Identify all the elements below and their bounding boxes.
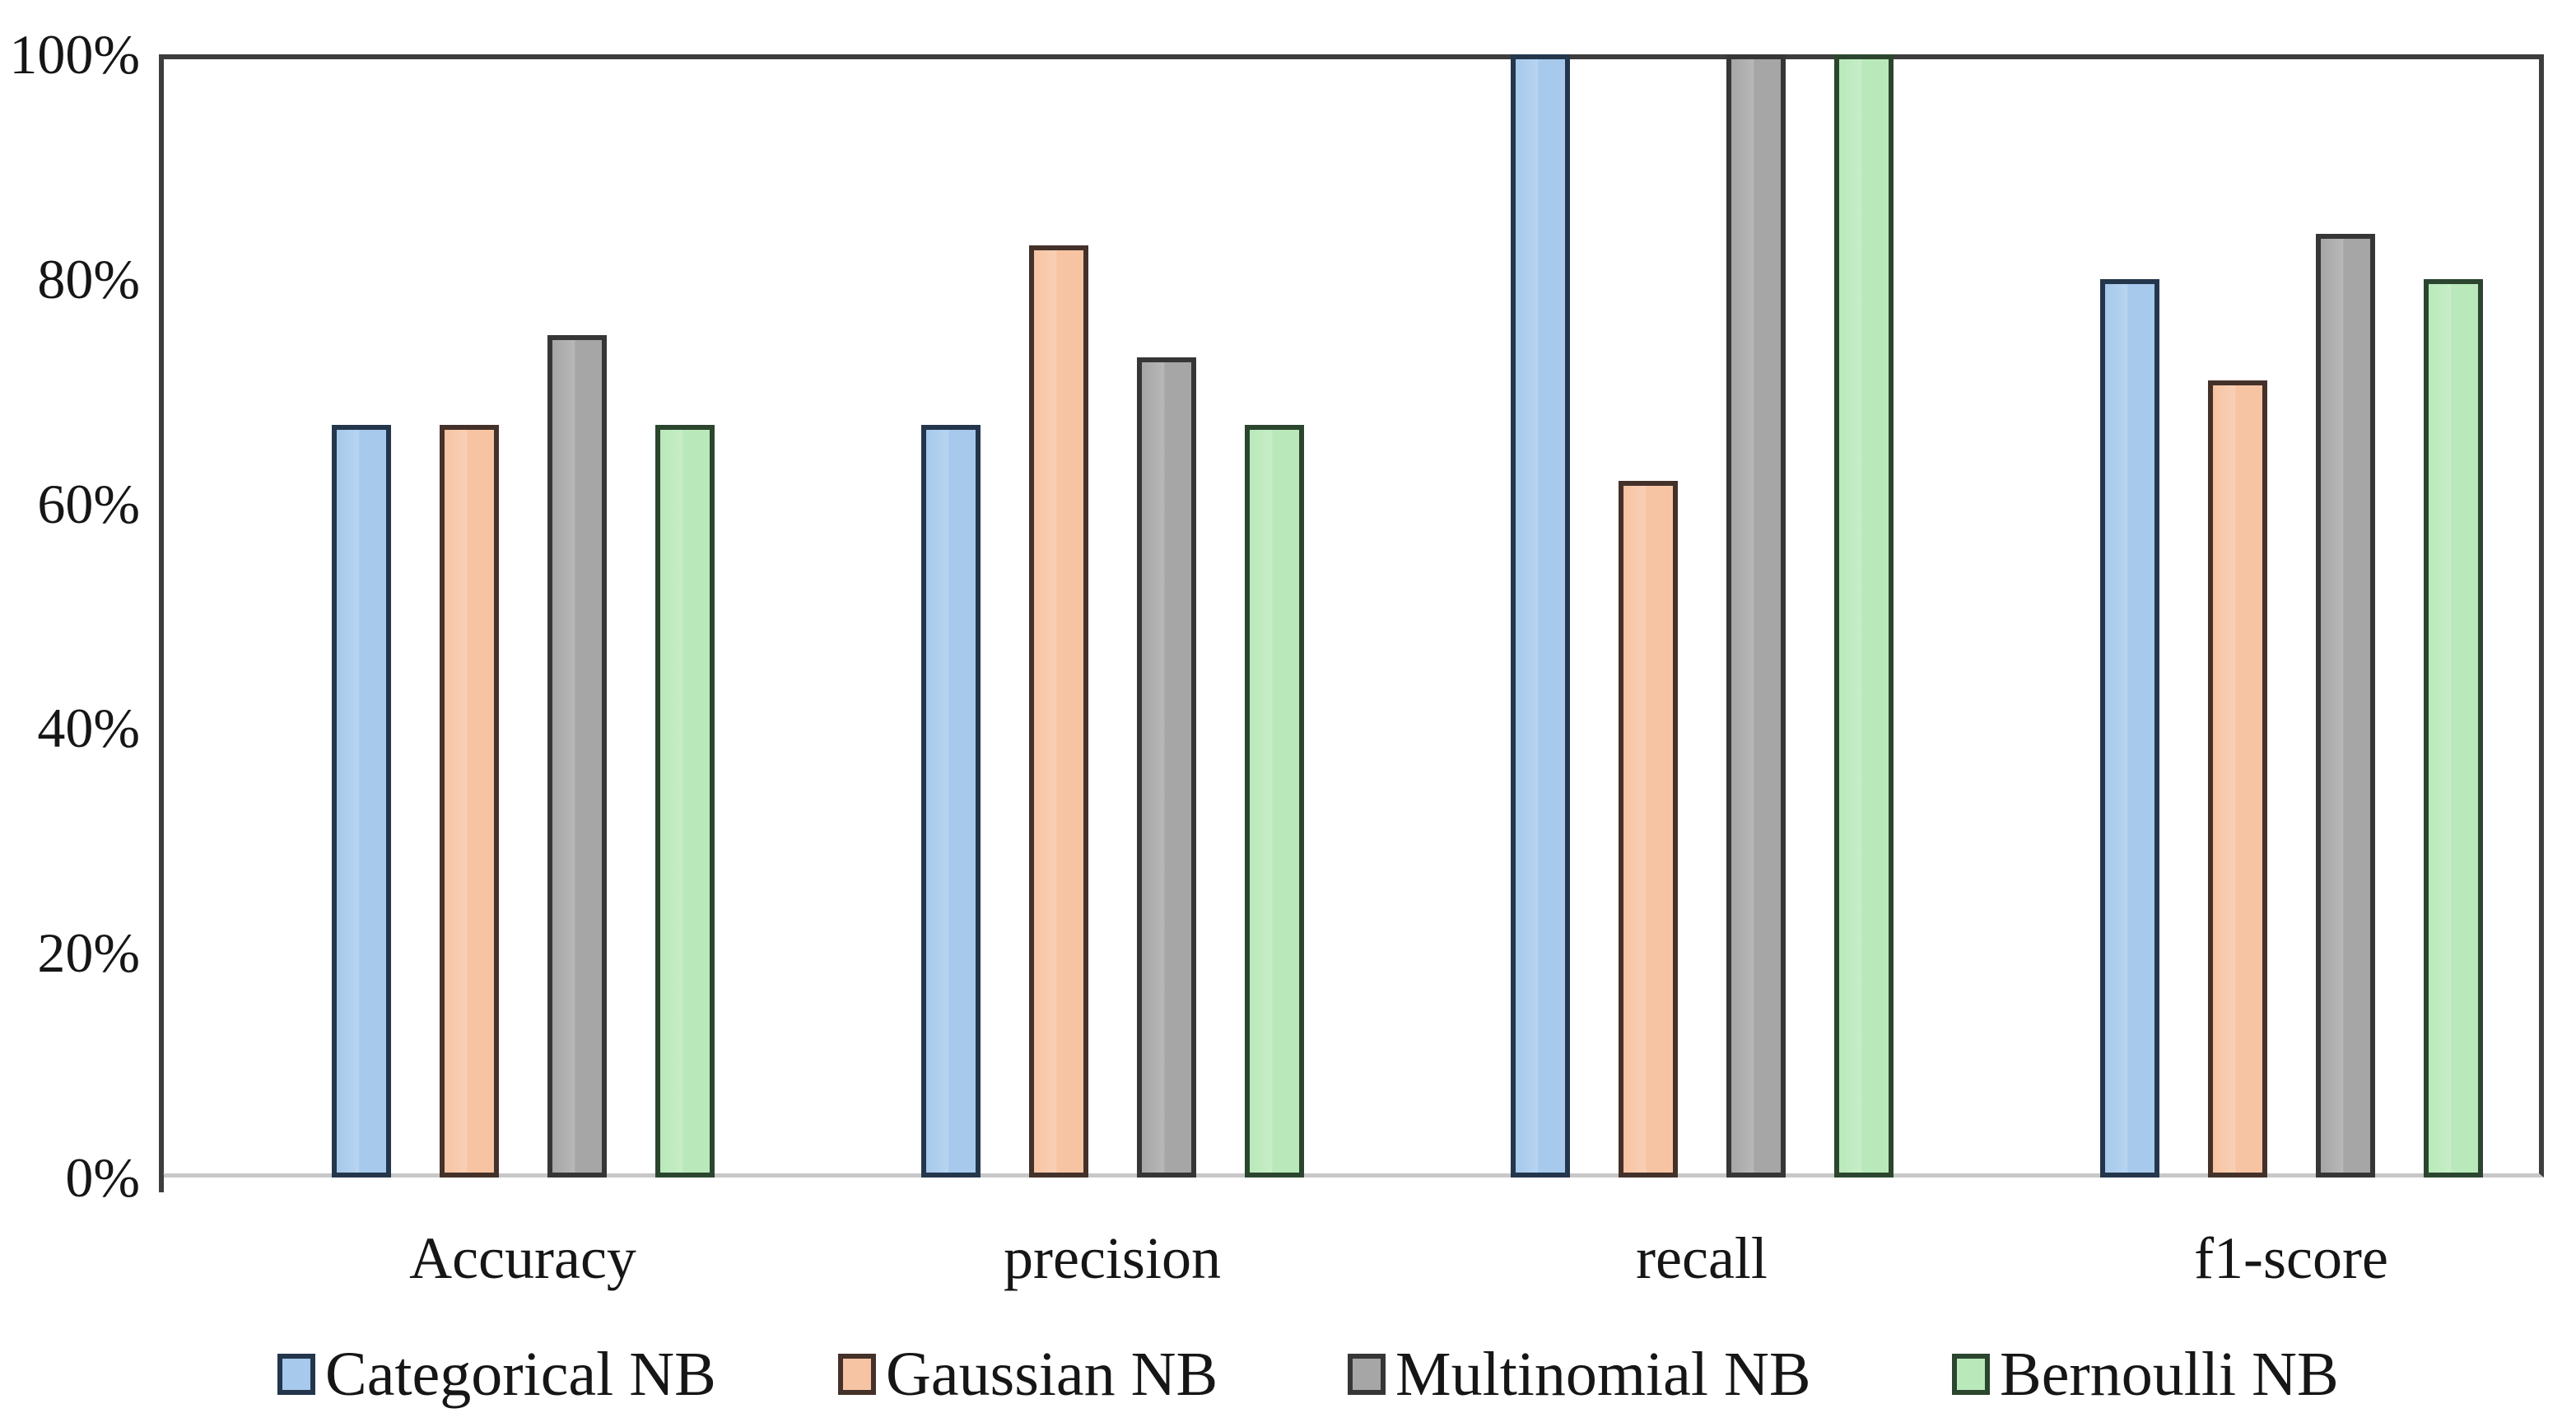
legend-swatch-bernoulli-nb <box>1952 1354 1990 1395</box>
bar-categorical-nb-precision <box>921 425 981 1178</box>
legend-label-multinomial-nb: Multinomial NB <box>1395 1340 1811 1409</box>
legend-item-categorical-nb: Categorical NB <box>277 1333 716 1415</box>
category-label-recall: recall <box>1636 1225 1768 1291</box>
bar-gaussian-nb-precision <box>1029 245 1088 1178</box>
legend-label-gaussian-nb: Gaussian NB <box>886 1340 1218 1409</box>
legend-item-multinomial-nb: Multinomial NB <box>1348 1333 1811 1415</box>
category-label-f1-score: f1-score <box>2194 1225 2388 1291</box>
bar-multinomial-nb-precision <box>1137 357 1196 1178</box>
bar-gaussian-nb-accuracy <box>440 425 499 1178</box>
bar-multinomial-nb-accuracy <box>547 335 607 1178</box>
y-tick-label-80: 80% <box>37 247 140 310</box>
bars-layer <box>159 54 2544 1178</box>
bar-gaussian-nb-f1-score <box>2208 380 2267 1178</box>
bar-categorical-nb-recall <box>1511 54 1570 1178</box>
y-tick-label-20: 20% <box>37 921 140 985</box>
y-axis-tick <box>159 1174 164 1192</box>
bar-bernoulli-nb-accuracy <box>655 425 715 1178</box>
bar-categorical-nb-f1-score <box>2100 279 2159 1178</box>
legend-swatch-categorical-nb <box>277 1354 315 1395</box>
bar-bernoulli-nb-precision <box>1245 425 1304 1178</box>
category-label-precision: precision <box>1004 1225 1221 1291</box>
legend-label-categorical-nb: Categorical NB <box>325 1340 716 1409</box>
y-tick-label-40: 40% <box>37 697 140 760</box>
y-tick-label-0: 0% <box>65 1146 140 1209</box>
category-label-accuracy: Accuracy <box>409 1225 636 1291</box>
bar-gaussian-nb-recall <box>1619 481 1678 1178</box>
y-axis-labels: 100% 80% 60% 40% 20% 0% <box>0 0 140 1427</box>
y-tick-label-100: 100% <box>9 23 140 86</box>
legend-item-gaussian-nb: Gaussian NB <box>838 1333 1218 1415</box>
bar-bernoulli-nb-f1-score <box>2424 279 2483 1178</box>
legend-swatch-multinomial-nb <box>1348 1354 1386 1395</box>
y-tick-label-60: 60% <box>37 472 140 535</box>
bar-categorical-nb-accuracy <box>332 425 391 1178</box>
legend-swatch-gaussian-nb <box>838 1354 876 1395</box>
bar-bernoulli-nb-recall <box>1834 54 1894 1178</box>
legend-item-bernoulli-nb: Bernoulli NB <box>1952 1333 2339 1415</box>
bar-multinomial-nb-f1-score <box>2316 234 2375 1178</box>
bar-multinomial-nb-recall <box>1726 54 1786 1178</box>
legend-label-bernoulli-nb: Bernoulli NB <box>2000 1340 2339 1409</box>
